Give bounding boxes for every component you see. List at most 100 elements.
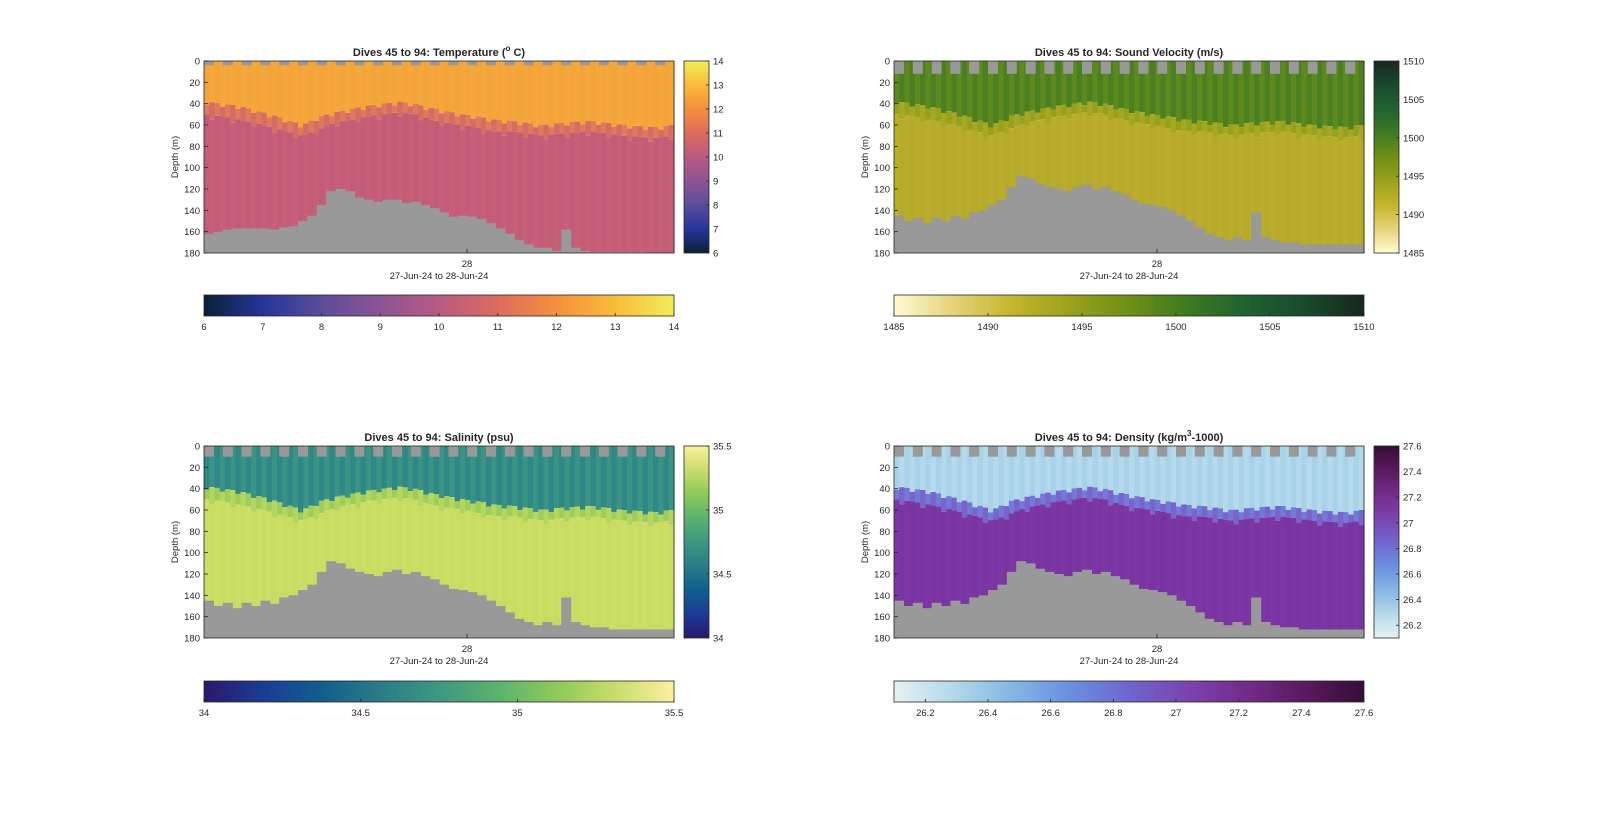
heatmap-cell-surface (977, 61, 984, 121)
heatmap-cell-deep (412, 499, 419, 638)
no-data-surface (486, 61, 496, 66)
heatmap-cell-surface (653, 61, 659, 128)
heatmap-cell-deep (1270, 131, 1276, 253)
colorbar-horizontal-tick-label: 35 (512, 708, 523, 719)
heatmap-cell-surface (1029, 61, 1036, 111)
heatmap-cell-thermocline (1228, 124, 1235, 136)
heatmap-cell-surface (1071, 61, 1078, 104)
no-data-bottom (288, 226, 299, 253)
heatmap-cell-surface (1087, 61, 1094, 102)
heatmap-cell-thermocline (1196, 505, 1203, 517)
heatmap-cell-surface (946, 61, 953, 112)
heatmap-cell-deep (1275, 135, 1282, 253)
heatmap-cell-thermocline (1196, 120, 1203, 132)
heatmap-cell-thermocline (1223, 127, 1229, 135)
heatmap-cell-thermocline (1296, 508, 1302, 523)
y-tick-label: 100 (874, 548, 890, 559)
heatmap-cell-deep (365, 116, 372, 253)
colorbar-horizontal-tick-label: 7 (260, 322, 265, 333)
heatmap-cell-thermocline (1238, 127, 1245, 135)
heatmap-cell-thermocline (1050, 109, 1057, 118)
heatmap-cell-thermocline (925, 493, 932, 505)
heatmap-cell-deep (1102, 499, 1109, 638)
heatmap-cell-thermocline (240, 491, 247, 506)
heatmap-cell-thermocline (449, 497, 456, 509)
heatmap-cell-thermocline (1113, 109, 1120, 118)
heatmap-cell-surface (935, 61, 942, 109)
no-data-surface (655, 61, 666, 66)
heatmap-cell-thermocline (1155, 499, 1161, 511)
heatmap-cell-thermocline (329, 116, 336, 125)
no-data-bottom (978, 210, 989, 253)
heatmap-cell-surface (658, 61, 665, 130)
heatmap-cell-surface (611, 446, 618, 512)
heatmap-cell-deep (946, 508, 953, 638)
heatmap-cell-surface (611, 61, 618, 127)
heatmap-cell-deep (1134, 507, 1141, 638)
heatmap-cell-surface (397, 446, 404, 487)
no-data-surface (486, 446, 496, 457)
heatmap-cell-thermocline (1123, 494, 1130, 506)
heatmap-cell-deep (1254, 522, 1261, 638)
heatmap-cell-surface (240, 446, 247, 492)
heatmap-cell-deep (282, 515, 289, 638)
heatmap-cell-thermocline (951, 112, 958, 126)
heatmap-cell-thermocline (277, 117, 283, 130)
heatmap-cell-surface (501, 61, 508, 124)
heatmap-cell-surface (1270, 446, 1276, 510)
heatmap-cell-surface (204, 446, 210, 490)
no-data-bottom (1241, 625, 1252, 638)
heatmap-cell-deep (1071, 114, 1078, 253)
heatmap-cell-deep (251, 126, 257, 253)
heatmap-cell-deep (1102, 114, 1109, 253)
heatmap-cell-thermocline (904, 102, 911, 116)
no-data-bottom (570, 247, 581, 253)
heatmap-cell-thermocline (956, 117, 963, 127)
heatmap-cell-deep (491, 131, 498, 253)
heatmap-cell-thermocline (1343, 127, 1349, 138)
heatmap-cell-surface (230, 61, 236, 106)
heatmap-cell-surface (1061, 61, 1067, 105)
heatmap-cell-deep (1332, 522, 1339, 638)
heatmap-cell-deep (282, 130, 289, 253)
heatmap-cell-surface (553, 446, 560, 509)
heatmap-cell-deep (360, 117, 367, 254)
no-data-bottom (608, 251, 619, 253)
heatmap-cell-thermocline (386, 102, 393, 114)
heatmap-cell-thermocline (1290, 507, 1297, 519)
no-data-bottom (373, 576, 384, 638)
heatmap-cell-thermocline (988, 127, 994, 136)
heatmap-cell-deep (538, 520, 545, 638)
heatmap-cell-deep (961, 517, 968, 638)
y-tick-label: 40 (879, 484, 890, 495)
y-tick-label: 180 (184, 634, 200, 645)
heatmap-cell-surface (1087, 446, 1094, 487)
heatmap-cell-surface (1191, 61, 1198, 124)
heatmap-cell-surface (486, 446, 492, 507)
heatmap-cell-deep (465, 510, 471, 638)
heatmap-cell-thermocline (407, 491, 414, 499)
y-tick-label: 40 (189, 99, 200, 110)
heatmap-cell-deep (988, 520, 994, 638)
colorbar-horizontal-tick-label: 1490 (977, 322, 998, 333)
no-data-bottom (363, 199, 374, 253)
heatmap-cell-deep (606, 522, 612, 638)
no-data-bottom (373, 201, 384, 253)
heatmap-cell-deep (1264, 132, 1271, 253)
heatmap-cell-surface (621, 61, 628, 126)
heatmap-cell-surface (261, 446, 268, 498)
no-data-bottom (279, 597, 290, 638)
heatmap-cell-surface (287, 61, 294, 121)
y-tick-label: 120 (184, 570, 200, 581)
heatmap-cell-deep (1123, 120, 1130, 253)
heatmap-cell-deep (392, 112, 398, 253)
heatmap-cell-thermocline (298, 127, 304, 136)
heatmap-cell-surface (324, 61, 330, 115)
no-data-surface (542, 61, 553, 66)
heatmap-cells (204, 446, 675, 638)
heatmap-cell-thermocline (1191, 123, 1198, 136)
heatmap-cell-deep (204, 499, 210, 638)
heatmap-cell-deep (1223, 134, 1229, 253)
heatmap-cell-thermocline (1071, 488, 1078, 500)
heatmap-cell-surface (1040, 446, 1047, 494)
